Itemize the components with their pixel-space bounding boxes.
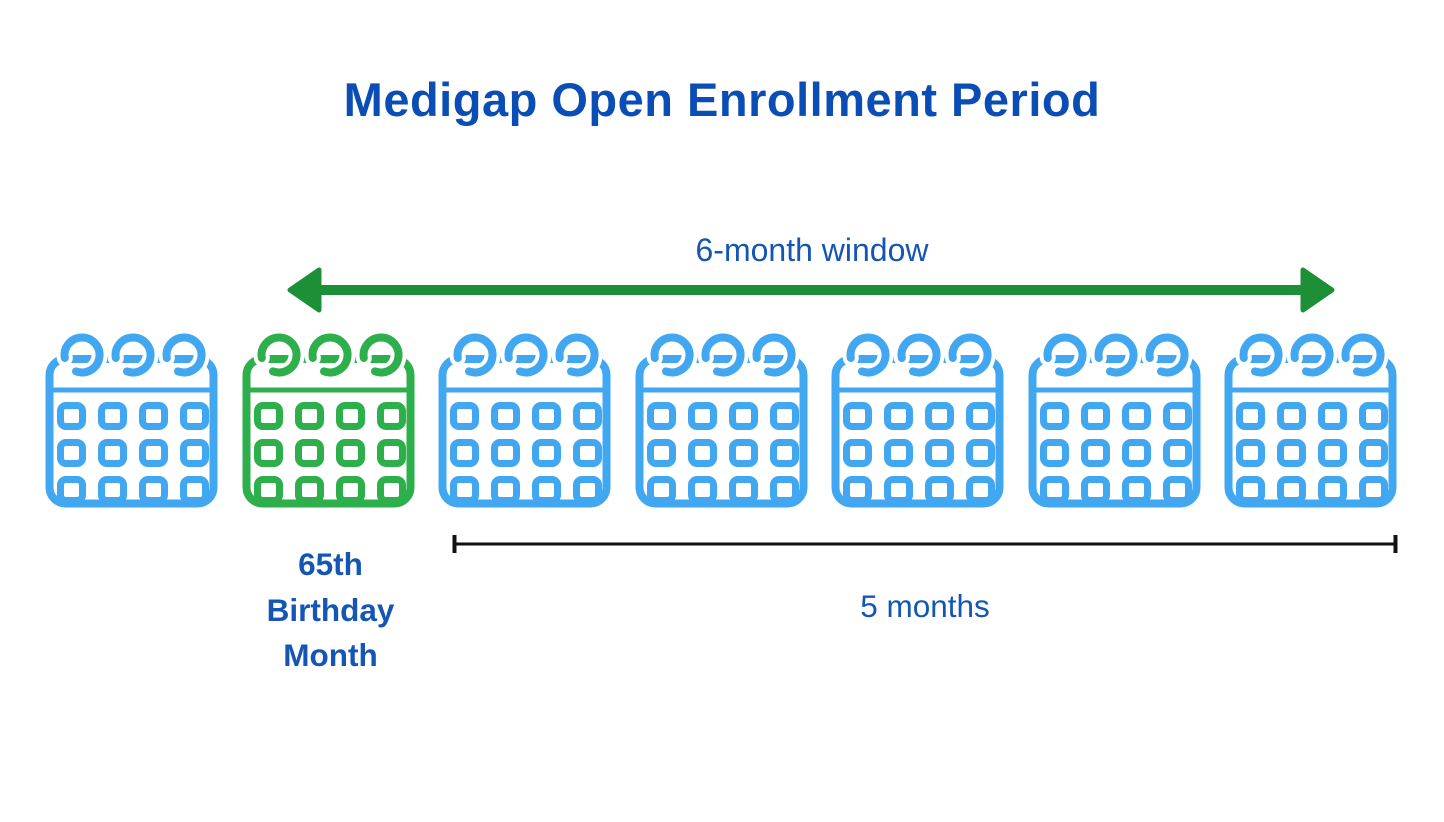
- arrow-right-head: [1300, 267, 1335, 313]
- birthday-label-line-1: 65th: [298, 546, 363, 582]
- calendar-icon-blue-month-6: [1028, 329, 1201, 508]
- five-month-bracket-icon: [452, 535, 1398, 553]
- birthday-label-line-2: Birthday: [266, 591, 395, 628]
- six-month-window-arrow-icon: [287, 267, 1335, 313]
- page-title: Medigap Open Enrollment Period: [343, 73, 1101, 126]
- calendar-icon-green-month-2-birthday: [242, 329, 415, 508]
- calendar-icon-blue-month-4: [635, 329, 808, 508]
- six-month-window-label: 6-month window: [695, 232, 929, 268]
- birthday-label-line-3: Month: [283, 637, 378, 673]
- calendar-icon-blue-month-1: [45, 329, 218, 508]
- five-months-label: 5 months: [860, 588, 990, 624]
- calendar-icon-blue-month-5: [831, 329, 1004, 508]
- arrow-left-head: [287, 267, 322, 313]
- birthday-month-label: 65th Birthday Month: [228, 542, 433, 679]
- calendar-icon-blue-month-3: [438, 329, 611, 508]
- calendar-row: [45, 329, 1397, 508]
- calendar-icon-blue-month-7: [1224, 329, 1397, 508]
